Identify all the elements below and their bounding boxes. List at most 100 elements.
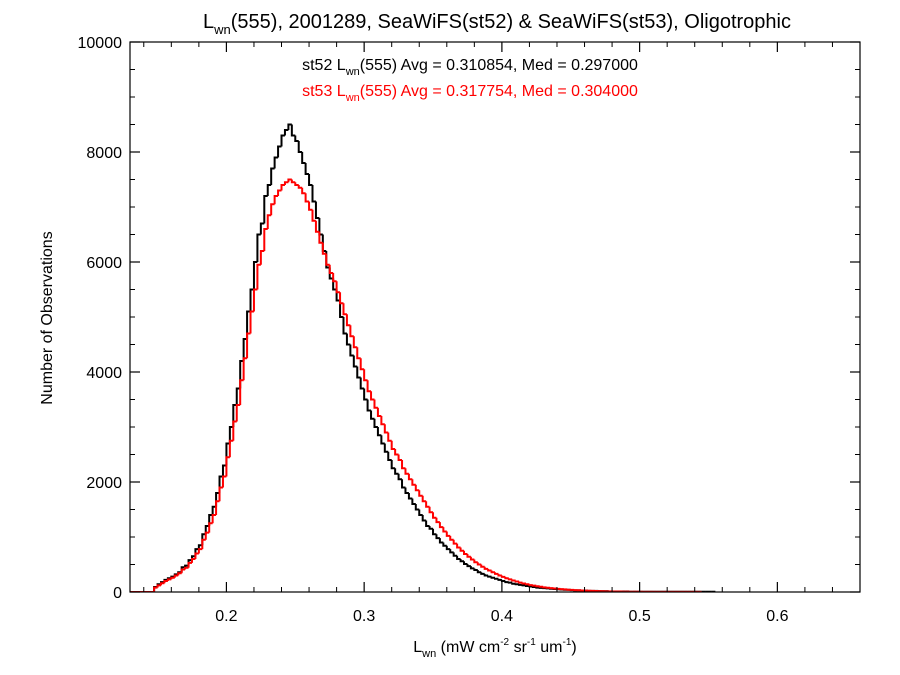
x-tick-label: 0.6 — [766, 608, 788, 625]
st53-bin — [246, 332, 251, 359]
st53-bin — [401, 460, 406, 470]
st53-bin — [321, 242, 327, 255]
chart-title: Lwn(555), 2001289, SeaWiFS(st52) & SeaWi… — [203, 11, 791, 37]
st53-bin — [201, 538, 206, 550]
st53-bin — [387, 432, 392, 442]
st53-bin — [228, 439, 234, 458]
st52-bin — [521, 584, 526, 587]
st52-bin — [463, 561, 468, 565]
st52-bin — [469, 566, 475, 570]
st53-bin — [480, 564, 485, 568]
st53-bin — [435, 517, 440, 524]
y-tick-label: 4000 — [86, 365, 122, 382]
st53-bin — [318, 231, 323, 244]
st52-bin — [363, 388, 368, 401]
x-axis-label: Lwn (mW cm-2 sr-1 um-1) — [413, 637, 576, 660]
st53-bin — [445, 531, 451, 537]
st53-bin — [511, 579, 516, 582]
st53-bin — [194, 552, 199, 559]
st52-bin — [342, 317, 347, 335]
st53-bin — [487, 568, 492, 572]
st53-bin — [325, 253, 330, 266]
st52-bin — [280, 134, 285, 147]
st53-bin — [469, 556, 475, 561]
st53-bin — [449, 535, 454, 541]
y-tick-labels: 0 2000 4000 6000 8000 10000 — [78, 35, 123, 602]
st53-bin — [521, 582, 526, 585]
st53-bin — [173, 574, 179, 578]
st52-bin — [345, 333, 351, 346]
st52-bin — [476, 570, 482, 574]
st53-bin — [211, 514, 217, 524]
st53-bin — [166, 578, 172, 581]
st52-bin — [232, 404, 237, 427]
st53-bin — [370, 391, 375, 401]
y-tick-label: 6000 — [86, 255, 122, 272]
st52-bin — [256, 233, 261, 262]
st52-bin — [339, 300, 344, 318]
st53-bin — [483, 566, 489, 570]
st52-bin — [490, 576, 495, 579]
st52-bin — [487, 575, 492, 578]
st53-bin — [500, 575, 506, 578]
st52-bin — [235, 387, 241, 405]
st52-bin — [311, 185, 316, 203]
st53-bin — [345, 314, 351, 327]
st53-bin — [414, 484, 420, 492]
st53-bin — [184, 566, 189, 570]
st53-bin — [518, 581, 523, 584]
st52-bin — [359, 377, 365, 390]
st53-bin — [394, 449, 399, 456]
st52-bin — [524, 584, 530, 587]
y-tick-label: 0 — [113, 585, 122, 602]
x-tick-label: 0.2 — [215, 608, 237, 625]
st53-bin — [390, 440, 396, 450]
st52-bin — [370, 410, 375, 420]
st53-bin — [507, 578, 513, 581]
st52-bin — [500, 579, 506, 582]
st52-bin — [438, 538, 444, 544]
st52-bin — [266, 184, 272, 196]
x-tick-label: 0.3 — [353, 608, 375, 625]
st52-bin — [401, 479, 406, 489]
st52-bin — [352, 355, 358, 368]
st52-bin — [442, 542, 447, 547]
st52-bin — [418, 509, 423, 516]
st52-bin — [404, 487, 409, 494]
st53-bin — [438, 522, 444, 529]
st52-bin — [435, 534, 440, 540]
st53-bin — [159, 582, 165, 586]
st53-bin — [376, 407, 382, 417]
st53-bin — [204, 531, 210, 540]
st53-bin — [266, 214, 272, 229]
st53-bin — [215, 500, 220, 515]
st53-bin — [356, 347, 361, 360]
st52-bin — [383, 443, 389, 453]
st52-bin — [204, 525, 210, 535]
st52-bin — [421, 515, 427, 522]
st52-bin — [535, 586, 540, 589]
series-st53 — [130, 178, 702, 592]
st53-bin — [425, 501, 430, 508]
st52-bin — [373, 418, 378, 428]
st53-bin — [332, 273, 337, 283]
st53-bin — [225, 456, 230, 477]
st53-bin — [531, 584, 537, 587]
st53-bin — [259, 250, 265, 265]
st53-bin — [397, 454, 403, 461]
st53-bin — [270, 203, 275, 216]
st53-bin — [528, 584, 533, 587]
x-tick-labels: 0.2 0.3 0.4 0.5 0.6 — [215, 608, 788, 625]
st53-bin — [339, 292, 344, 305]
st52-bin — [228, 426, 234, 444]
st53-bin — [301, 187, 306, 195]
st53-bin — [277, 189, 282, 196]
st52-bin — [459, 559, 465, 563]
st52-annotation: st52 Lwn(555) Avg = 0.310854, Med = 0.29… — [302, 57, 638, 78]
st52-bin — [425, 520, 430, 527]
st52-bin — [270, 167, 275, 185]
st53-bin — [249, 310, 254, 334]
st52-bin — [514, 583, 520, 586]
st53-bin — [442, 527, 447, 533]
